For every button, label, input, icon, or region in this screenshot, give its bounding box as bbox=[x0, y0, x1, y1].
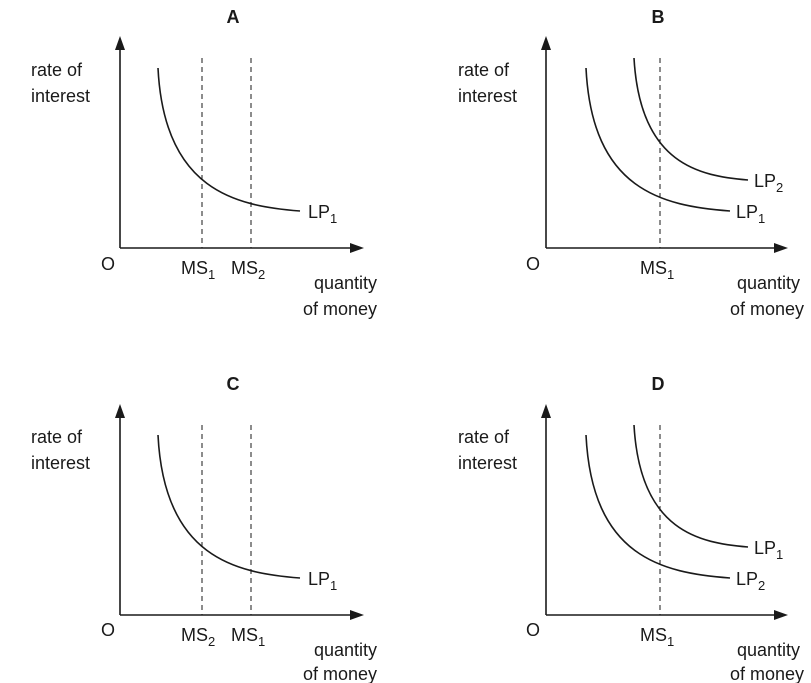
panel-d-x-axis-label-line2: of money bbox=[730, 664, 804, 683]
panel-d-y-axis-label-line2: interest bbox=[458, 453, 517, 473]
panel-d-origin-label: O bbox=[526, 620, 540, 640]
panel-a-lp-label: LP1 bbox=[308, 202, 337, 226]
panel-a-ms-right-label: MS2 bbox=[231, 258, 265, 282]
panel-b-y-axis-label-line1: rate of bbox=[458, 60, 510, 80]
panel-a-label: A bbox=[227, 7, 240, 27]
panel-b-lower-curve bbox=[585, 67, 731, 212]
panel-b-y-axis-arrow-icon bbox=[541, 36, 551, 50]
panel-d-x-axis-label-line1: quantity bbox=[737, 640, 800, 660]
panel-d-ms-label: MS1 bbox=[640, 625, 674, 649]
panel-b-upper-curve bbox=[633, 57, 749, 181]
panel-d-y-axis-arrow-icon bbox=[541, 404, 551, 418]
panel-a-y-axis-label-line1: rate of bbox=[31, 60, 83, 80]
panel-c-ms-right-label: MS1 bbox=[231, 625, 265, 649]
panel-c-lp-curve bbox=[157, 434, 301, 579]
panel-c-x-axis-arrow-icon bbox=[350, 610, 364, 620]
panel-c-y-axis-arrow-icon bbox=[115, 404, 125, 418]
panel-c-lp-label: LP1 bbox=[308, 569, 337, 593]
panel-b-x-axis-label-line2: of money bbox=[730, 299, 804, 319]
panel-b-label: B bbox=[652, 7, 665, 27]
panel-d-x-axis-arrow-icon bbox=[774, 610, 788, 620]
panel-b-origin-label: O bbox=[526, 254, 540, 274]
panel-a-lp-curve bbox=[157, 67, 301, 212]
panel-c-x-axis-label-line1: quantity bbox=[314, 640, 377, 660]
panel-b-upper-curve-label: LP2 bbox=[754, 171, 783, 195]
panel-a-ms-left-label: MS1 bbox=[181, 258, 215, 282]
panel-d-label: D bbox=[652, 374, 665, 394]
panel-a-x-axis-label-line2: of money bbox=[303, 299, 377, 319]
panel-d-lower-curve bbox=[585, 434, 731, 579]
panel-a-origin-label: O bbox=[101, 254, 115, 274]
panel-b-y-axis-label-line2: interest bbox=[458, 86, 517, 106]
panel-d-y-axis-label-line1: rate of bbox=[458, 427, 510, 447]
panel-a-y-axis-label-line2: interest bbox=[31, 86, 90, 106]
panel-c-y-axis-label-line2: interest bbox=[31, 453, 90, 473]
panel-b-ms-label: MS1 bbox=[640, 258, 674, 282]
panel-b-x-axis-arrow-icon bbox=[774, 243, 788, 253]
panel-a-x-axis-label-line1: quantity bbox=[314, 273, 377, 293]
panel-b-x-axis-label-line1: quantity bbox=[737, 273, 800, 293]
panel-c-ms-left-label: MS2 bbox=[181, 625, 215, 649]
panel-b: B rate of interest O quantity of money M… bbox=[458, 7, 804, 319]
panel-d-upper-curve-label: LP1 bbox=[754, 538, 783, 562]
panel-d-lower-curve-label: LP2 bbox=[736, 569, 765, 593]
panel-c-label: C bbox=[227, 374, 240, 394]
panel-c: C rate of interest O quantity of money M… bbox=[31, 374, 377, 683]
panel-d: D rate of interest O quantity of money M… bbox=[458, 374, 804, 683]
panel-a: A rate of interest O quantity of money M… bbox=[31, 7, 377, 319]
panel-a-x-axis-arrow-icon bbox=[350, 243, 364, 253]
panel-b-lower-curve-label: LP1 bbox=[736, 202, 765, 226]
panel-c-y-axis-label-line1: rate of bbox=[31, 427, 83, 447]
panel-c-origin-label: O bbox=[101, 620, 115, 640]
panel-c-x-axis-label-line2: of money bbox=[303, 664, 377, 683]
panel-d-upper-curve bbox=[633, 424, 749, 548]
panel-a-y-axis-arrow-icon bbox=[115, 36, 125, 50]
